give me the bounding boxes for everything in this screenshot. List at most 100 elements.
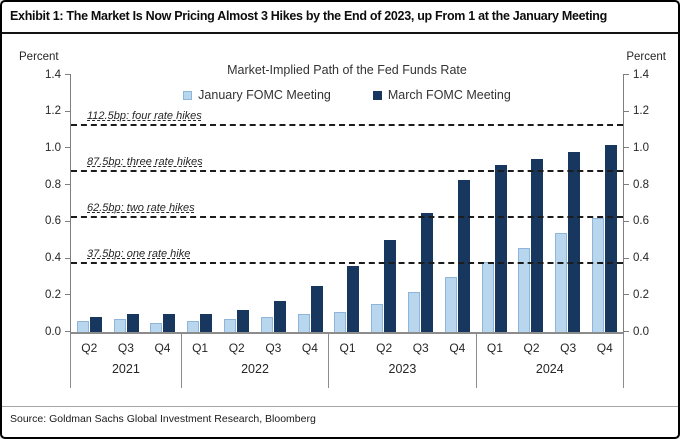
reference-line: [71, 262, 623, 265]
y-tick-mark-right: [623, 220, 629, 222]
year-label: 2021: [111, 362, 140, 376]
quarter-label: Q1: [192, 341, 209, 355]
bar-january: [408, 291, 421, 332]
y-tick-mark-left: [65, 294, 71, 296]
reference-line: [71, 216, 623, 219]
reference-line-label: 112.5bp: four rate hikes: [87, 110, 202, 123]
legend-item-january: January FOMC Meeting: [183, 88, 331, 102]
bar-group-q3-13: [549, 75, 586, 332]
bar-group-q4-14: [586, 75, 623, 332]
y-tick-label-right: 0.8: [633, 178, 649, 191]
y-tick-label-right: 1.0: [633, 141, 649, 154]
bar-january: [150, 322, 163, 332]
bar-group-q1-11: [476, 75, 513, 332]
quarter-label: Q2: [523, 341, 540, 355]
bar-january: [297, 313, 310, 332]
bar-group-q4-10: [439, 75, 476, 332]
quarter-label: Q2: [228, 341, 245, 355]
bar-group-q2-4: [218, 75, 255, 332]
plot-area: 0.0 0.0 0.2 0.2 0.4 0.4 0.6 0.6 0.8 0.8 1.0 1.0 1.2 1…: [45, 69, 649, 337]
year-label: 2023: [388, 362, 417, 376]
quarter-label: Q4: [154, 341, 171, 355]
y-tick-mark-left: [65, 184, 71, 186]
legend: January FOMC Meeting March FOMC Meeting: [70, 88, 624, 102]
y-axis-unit-left: Percent: [19, 51, 59, 63]
y-tick-label-right: 1.4: [633, 68, 649, 81]
bar-series-container: [71, 75, 623, 332]
bar-group-q3-9: [402, 75, 439, 332]
reference-line-label: 37.5bp: one rate hike: [87, 248, 191, 261]
bar-january: [444, 276, 457, 332]
bar-january: [76, 321, 89, 332]
bar-group-q2-12: [513, 75, 550, 332]
bar-group-q2-8: [365, 75, 402, 332]
bar-group-q1-3: [181, 75, 218, 332]
bar-march: [163, 313, 176, 332]
quarter-label: Q3: [265, 341, 282, 355]
bar-january: [334, 311, 347, 332]
bar-march: [310, 286, 323, 332]
bar-march: [347, 265, 360, 332]
bar-group-q4-2: [145, 75, 182, 332]
bar-march: [200, 313, 213, 332]
quarter-row: Q1 Q2 Q3 Q4: [477, 334, 623, 355]
year-label: 2024: [535, 362, 564, 376]
bar-group-q2-0: [71, 75, 108, 332]
bar-march: [237, 309, 250, 332]
bar-january: [224, 319, 237, 332]
y-tick-mark-left: [65, 331, 71, 332]
bar-march: [494, 164, 507, 332]
y-tick-mark-left: [65, 220, 71, 222]
legend-label: January FOMC Meeting: [198, 88, 331, 102]
quarter-label: Q2: [376, 341, 393, 355]
bar-march: [568, 152, 581, 332]
y-tick-label-right: 0.6: [633, 215, 649, 228]
source-attribution: Source: Goldman Sachs Global Investment …: [10, 413, 316, 425]
y-axis-unit-right: Percent: [626, 51, 666, 63]
quarter-label: Q4: [596, 341, 613, 355]
quarter-label: Q4: [449, 341, 466, 355]
bar-group-q3-5: [255, 75, 292, 332]
y-tick-label-left: 1.4: [45, 68, 61, 81]
y-tick-label-left: 0.6: [45, 215, 61, 228]
exhibit-title: Exhibit 1: The Market Is Now Pricing Alm…: [10, 9, 607, 23]
bar-march: [605, 144, 618, 332]
bar-january: [187, 321, 200, 332]
reference-line-label: 87.5bp: three rate hikes: [87, 156, 203, 169]
quarter-row: Q1 Q2 Q3 Q4: [329, 334, 475, 355]
quarter-label: Q1: [339, 341, 356, 355]
year-group-2023: Q1 Q2 Q3 Q4 2023: [328, 334, 475, 388]
bar-march: [457, 179, 470, 332]
y-tick-label-right: 0.4: [633, 251, 649, 264]
y-tick-label-right: 1.2: [633, 104, 649, 117]
y-tick-label-left: 0.4: [45, 251, 61, 264]
quarter-label: Q4: [301, 341, 318, 355]
y-tick-mark-right: [623, 184, 629, 186]
footer-divider: [2, 406, 678, 407]
quarter-label: Q3: [412, 341, 429, 355]
bar-march: [531, 159, 544, 332]
year-label: 2022: [241, 362, 269, 376]
quarter-row: Q2 Q3 Q4: [71, 334, 181, 355]
quarter-label: Q3: [560, 341, 577, 355]
y-tick-label-right: 0.2: [633, 288, 649, 301]
bar-january: [113, 319, 126, 332]
bar-january: [592, 218, 605, 332]
y-tick-label-left: 0.0: [45, 325, 61, 338]
bar-march: [273, 300, 286, 332]
legend-item-march: March FOMC Meeting: [372, 88, 511, 102]
bar-january: [518, 247, 531, 332]
y-tick-mark-right: [623, 74, 629, 75]
bar-group-q3-1: [108, 75, 145, 332]
y-tick-mark-right: [623, 110, 629, 112]
chart-title: Market-Implied Path of the Fed Funds Rat…: [227, 63, 467, 77]
header-divider: [2, 32, 678, 34]
y-tick-label-left: 0.8: [45, 178, 61, 191]
bar-january: [481, 262, 494, 332]
y-tick-mark-left: [65, 110, 71, 112]
y-tick-label-left: 0.2: [45, 288, 61, 301]
quarter-row: Q1 Q2 Q3 Q4: [182, 334, 328, 355]
bar-march: [126, 313, 139, 332]
quarter-label: Q3: [117, 341, 134, 355]
y-tick-mark-right: [623, 331, 629, 332]
